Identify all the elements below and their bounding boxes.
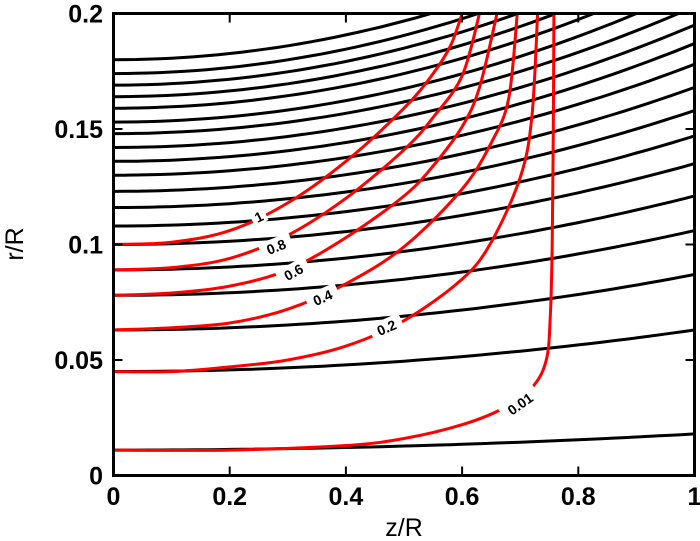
contour-label-bg xyxy=(257,232,295,260)
black-series-line-8 xyxy=(113,85,695,193)
black-series-line-13 xyxy=(113,13,641,124)
contour-label-bg xyxy=(274,256,312,287)
contour-label-bg xyxy=(248,205,269,227)
contour-label-bg xyxy=(367,312,405,341)
x-axis-label: z/R xyxy=(385,514,423,541)
black-series-line-6 xyxy=(113,134,695,228)
black-series-line-5 xyxy=(113,162,695,246)
contour-label-group-0.2: 0.2 xyxy=(367,312,405,341)
contour-label-bg xyxy=(303,282,341,311)
y-tick-label: 0.05 xyxy=(54,347,103,375)
y-tick-label: 0 xyxy=(89,463,103,491)
black-series-line-10 xyxy=(113,42,695,163)
black-series-line-12 xyxy=(113,13,683,136)
contour-label-0.8: 0.8 xyxy=(264,236,288,258)
contour-label-group-1: 1 xyxy=(248,205,269,227)
series-layer xyxy=(113,13,695,452)
red-contour-0.4 xyxy=(113,13,519,332)
contour-label-group-0.01: 0.01 xyxy=(497,384,542,422)
contour-label-bg xyxy=(497,384,542,422)
tick-layer: 0 0.2 0.4 0.6 0.8 1 0 0.05 0.1 0.15 0.2 xyxy=(54,1,700,512)
black-series-line-3 xyxy=(113,229,695,297)
y-axis-label: r/R xyxy=(1,227,29,260)
black-series-line-11 xyxy=(113,23,695,149)
x-tick-label: 0 xyxy=(107,483,121,511)
x-tick-label: 0.8 xyxy=(561,483,596,511)
contour-label-0.2: 0.2 xyxy=(374,316,398,339)
y-tick-label: 0.2 xyxy=(68,1,103,29)
contour-label-group-0.8: 0.8 xyxy=(257,232,295,260)
x-tick-label: 0.4 xyxy=(329,483,364,511)
red-contour-1 xyxy=(113,13,464,246)
black-series-line-14 xyxy=(113,13,598,110)
black-series-line-15 xyxy=(113,13,561,99)
red-contour-0.8 xyxy=(113,13,481,272)
x-tick-label: 0.6 xyxy=(445,483,480,511)
x-tick-label: 0.2 xyxy=(212,483,247,511)
y-tick-label: 0.1 xyxy=(68,232,103,260)
black-series-line-0 xyxy=(113,432,695,452)
y-tick-label: 0.15 xyxy=(54,116,103,144)
black-series-line-16 xyxy=(113,13,523,87)
contour-label-group-0.4: 0.4 xyxy=(303,282,341,311)
contour-label-0.4: 0.4 xyxy=(311,286,335,309)
black-series-line-2 xyxy=(113,273,695,332)
x-tick-label: 1 xyxy=(688,483,700,511)
red-contour-0.2 xyxy=(113,13,540,374)
black-series-line-9 xyxy=(113,62,695,177)
black-series-line-18 xyxy=(113,13,437,62)
contour-label-layer: 10.80.60.40.20.01 xyxy=(248,205,542,422)
black-series-line-4 xyxy=(113,194,695,272)
black-series-line-7 xyxy=(113,109,695,209)
black-series-line-17 xyxy=(113,13,483,76)
black-series-line-1 xyxy=(113,328,695,374)
red-contour-0.6 xyxy=(113,13,499,297)
